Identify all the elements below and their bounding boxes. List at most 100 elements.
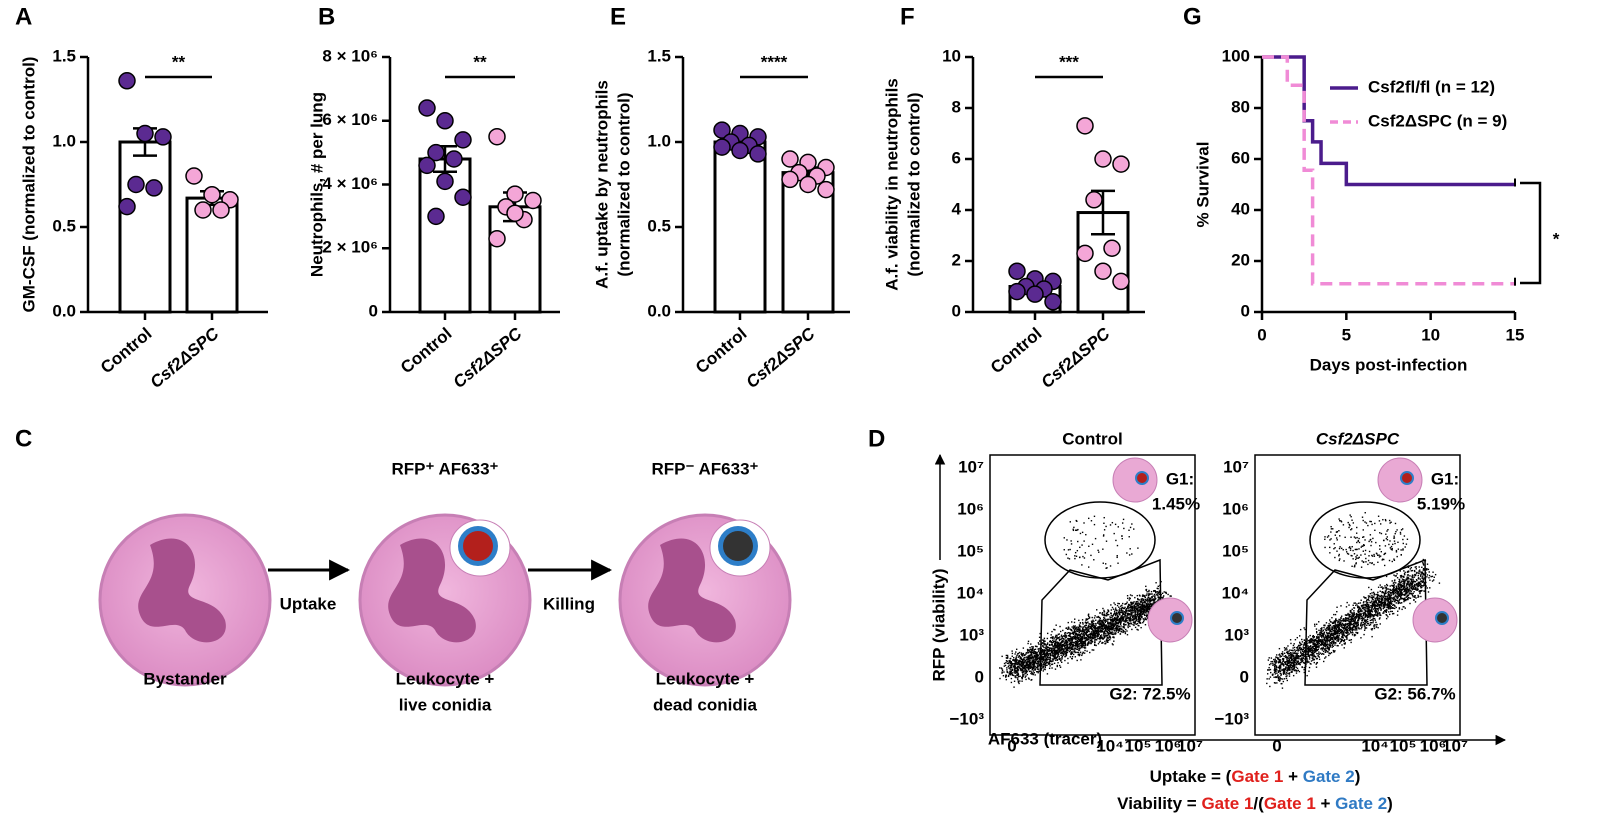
flow-dot [1099,629,1102,631]
flow-dot [1279,678,1281,680]
flow-dot [1136,600,1138,603]
flow-dot [1108,625,1110,627]
flow-dot [1371,592,1373,594]
flow-dot [1026,659,1028,661]
flow-dot [1141,605,1144,607]
flow-x-tick: 10⁶ [1155,736,1182,755]
flow-dot [1031,660,1033,662]
flow-dot [1106,636,1109,639]
flow-dot [1310,637,1312,640]
flow-dot [1061,644,1063,647]
flow-dot [1091,636,1094,639]
flow-dot [1316,649,1318,651]
flow-dot [1117,602,1119,605]
flow-dot [1142,613,1144,615]
flow-dot [1428,571,1430,573]
flow-dot [1059,642,1062,645]
flow-dot [1334,626,1336,629]
flow-dot [1277,677,1280,680]
x-tick-label: 0 [1257,325,1266,344]
flow-dot [1017,672,1019,675]
flow-dot [1421,586,1423,589]
flow-dot [1291,665,1294,667]
flow-dot [1315,630,1318,633]
flow-dot [1074,640,1077,643]
flow-dot [1085,533,1087,536]
data-point [212,201,230,219]
flow-dot [1417,584,1419,586]
flow-dot [1134,623,1136,625]
flow-dot [1337,620,1340,622]
flow-dot [1014,672,1016,674]
flow-dot [1085,618,1087,620]
panel-label: B [318,3,335,30]
flow-dot [1341,629,1344,632]
flow-dot [1331,628,1333,630]
flow-dot [1129,620,1132,622]
flow-dot [1371,627,1374,630]
flow-dot [1320,644,1322,647]
flow-dot [1145,604,1148,606]
flow-dot [1324,642,1327,644]
flow-dot [1112,622,1114,624]
flow-dot [1035,645,1037,648]
flow-dot [1378,612,1380,614]
flow-dot [1093,637,1095,640]
flow-dot [1103,611,1105,613]
flow-dot [1053,653,1056,656]
flow-dot [1091,622,1093,624]
flow-dot [1065,650,1067,652]
flow-dot [1372,608,1375,610]
flow-dot [1331,637,1334,639]
flow-dot [1337,621,1339,623]
flow-dot [1022,661,1025,664]
flow-dot [1302,648,1304,651]
flow-dot [1283,655,1285,658]
flow-dot [1283,670,1286,673]
flow-dot [1015,659,1017,661]
flow-dot [1105,625,1108,628]
flow-dot [1073,630,1076,632]
flow-dot [1146,600,1148,602]
flow-dot [1069,628,1072,630]
flow-dot [1137,618,1140,620]
flow-dot [1072,627,1075,629]
flow-dot [1021,680,1023,682]
flow-dot [1077,636,1080,639]
flow-dot [1420,595,1422,598]
flow-dot [1133,528,1135,530]
flow-dot [1095,644,1097,647]
flow-dot [1094,639,1096,641]
flow-dot [1023,662,1026,664]
flow-dot [1085,619,1087,621]
flow-dot [1051,650,1053,652]
flow-dot [1061,661,1063,664]
flow-dot [1281,687,1284,689]
flow-dot [1091,625,1094,628]
flow-dot [1414,573,1416,576]
flow-dot [1133,601,1135,603]
flow-dot [1351,626,1354,629]
flow-dot [1096,635,1098,637]
flow-dot [1326,632,1329,635]
flow-dot [1328,649,1330,651]
flow-dot [1279,659,1282,661]
flow-dot [1375,614,1377,617]
flow-dot [1403,570,1405,572]
flow-dot [1054,657,1056,660]
flow-dot [1266,673,1269,675]
flow-dot [1011,652,1014,655]
flow-dot [1422,579,1424,581]
flow-dot [1130,611,1132,613]
flow-dot [1400,594,1403,597]
flow-dot [1303,652,1305,654]
x-tick-label: Control [987,324,1046,377]
flow-dot [1027,668,1030,671]
flow-dot [1338,630,1341,633]
flow-dot [1084,642,1087,644]
flow-dot [1075,555,1078,557]
flow-dot [1118,612,1121,615]
flow-dot [1064,646,1066,648]
flow-dot [1035,658,1037,660]
flow-dot [1342,632,1345,634]
